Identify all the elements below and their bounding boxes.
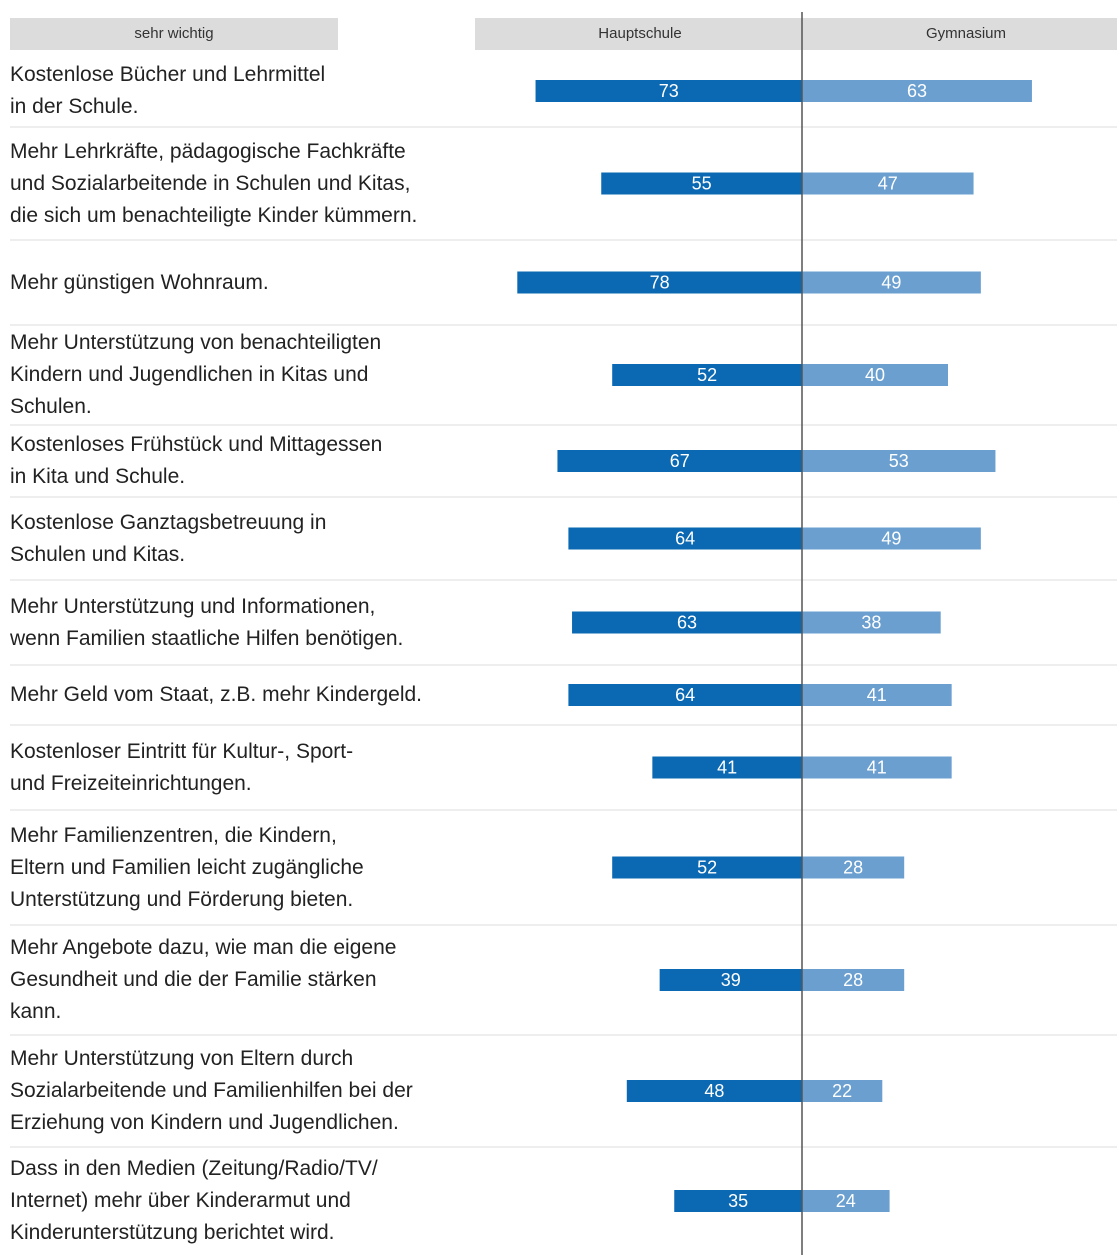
value-label: 64 [675, 685, 695, 705]
value-label: 53 [889, 451, 909, 471]
bar [517, 271, 802, 294]
value-label: 28 [843, 970, 863, 990]
value-label: 64 [675, 528, 695, 548]
bar [652, 756, 802, 779]
header-box [10, 18, 338, 50]
category-text: Mehr Geld vom Staat, z.B. mehr Kindergel… [10, 683, 423, 706]
value-label: 49 [881, 528, 901, 548]
bar [612, 856, 802, 879]
bar [626, 1080, 802, 1102]
value-label: 73 [659, 81, 679, 101]
category-label: Kostenloser Eintritt für Kultur-, Sport-… [10, 725, 480, 810]
bar [557, 450, 802, 472]
bar [802, 756, 952, 779]
bar [802, 684, 952, 706]
value-label: 67 [670, 451, 690, 471]
category-label: Mehr günstigen Wohnraum. [10, 240, 480, 325]
bar [802, 450, 996, 472]
bar [802, 1080, 883, 1102]
category-label: Mehr Geld vom Staat, z.B. mehr Kindergel… [10, 665, 480, 725]
value-label: 49 [881, 272, 901, 292]
bar [802, 1190, 890, 1212]
value-label: 24 [836, 1191, 856, 1211]
value-label: 35 [728, 1191, 748, 1211]
category-text: Mehr Familienzentren, die Kindern, Elter… [10, 823, 364, 911]
category-text: Mehr günstigen Wohnraum. [10, 270, 269, 294]
category-text: Kostenlose Bücher und Lehrmittel in der … [10, 63, 326, 118]
bar [601, 172, 802, 195]
header-label: sehr wichtig [134, 25, 213, 42]
value-label: 41 [717, 757, 737, 777]
value-label: 22 [832, 1081, 852, 1101]
value-label: 28 [843, 857, 863, 877]
value-label: 48 [704, 1081, 724, 1101]
bar [802, 271, 981, 294]
bar [802, 527, 981, 550]
category-text: Mehr Angebote dazu, wie man die eigene G… [10, 936, 397, 1023]
category-label: Kostenloses Frühstück und Mittagessen in… [10, 425, 480, 497]
category-text: Dass in den Medien (Zeitung/Radio/TV/ In… [10, 1157, 378, 1244]
bar [572, 611, 802, 634]
category-label: Kostenlose Ganztagsbetreuung in Schulen … [10, 497, 480, 580]
category-label: Mehr Angebote dazu, wie man die eigene G… [10, 925, 480, 1035]
bar [674, 1190, 802, 1212]
value-label: 39 [721, 970, 741, 990]
category-label: Mehr Unterstützung und Informationen, we… [10, 580, 480, 665]
category-text: Kostenloses Frühstück und Mittagessen in… [10, 433, 383, 488]
category-label: Dass in den Medien (Zeitung/Radio/TV/ In… [10, 1147, 480, 1255]
bar [568, 527, 802, 550]
bar [802, 172, 974, 195]
bar [659, 969, 802, 991]
value-label: 55 [692, 173, 712, 193]
bar [802, 80, 1032, 102]
bar [802, 856, 905, 879]
category-label: Kostenlose Bücher und Lehrmittel in der … [10, 55, 480, 127]
value-label: 38 [861, 612, 881, 632]
category-text: Mehr Unterstützung von benachteiligten K… [10, 331, 382, 418]
category-label: Mehr Unterstützung von Eltern durch Sozi… [10, 1035, 480, 1147]
series-header: Gymnasium [926, 25, 1006, 42]
category-text: Mehr Unterstützung und Informationen, we… [10, 594, 404, 650]
bar [802, 611, 941, 634]
bar [568, 684, 802, 706]
value-label: 52 [697, 365, 717, 385]
bar [535, 80, 802, 102]
value-label: 63 [677, 612, 697, 632]
value-label: 52 [697, 857, 717, 877]
value-label: 41 [867, 685, 887, 705]
value-label: 40 [865, 365, 885, 385]
category-label: Mehr Unterstützung von benachteiligten K… [10, 325, 480, 425]
value-label: 78 [650, 272, 670, 292]
category-text: Kostenlose Ganztagsbetreuung in Schulen … [10, 510, 327, 566]
series-header: Hauptschule [598, 25, 681, 42]
category-text: Mehr Unterstützung von Eltern durch Sozi… [10, 1047, 413, 1134]
category-text: Mehr Lehrkräfte, pädagogische Fachkräfte… [10, 139, 418, 227]
category-text: Kostenloser Eintritt für Kultur-, Sport-… [10, 739, 354, 795]
bar [802, 969, 905, 991]
value-label: 63 [907, 81, 927, 101]
header-box [475, 18, 1117, 50]
bar [802, 364, 948, 386]
bar [612, 364, 802, 386]
value-label: 47 [878, 173, 898, 193]
category-label: Mehr Lehrkräfte, pädagogische Fachkräfte… [10, 127, 480, 240]
value-label: 41 [867, 757, 887, 777]
category-label: Mehr Familienzentren, die Kindern, Elter… [10, 810, 480, 925]
